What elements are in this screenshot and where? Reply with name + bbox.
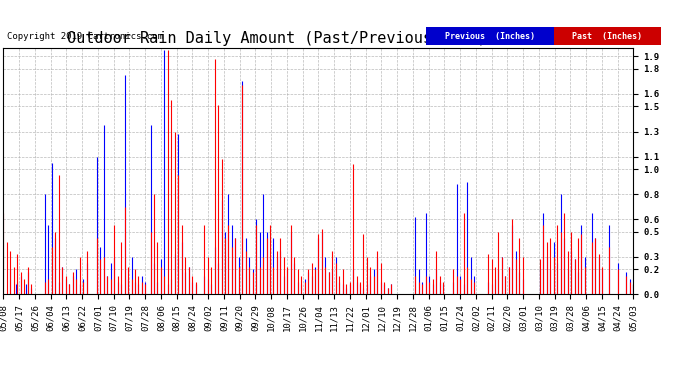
Title: Outdoor Rain Daily Amount (Past/Previous Year) 20190508: Outdoor Rain Daily Amount (Past/Previous… <box>68 32 569 46</box>
Text: Copyright 2019 Cartronics.com: Copyright 2019 Cartronics.com <box>7 32 163 41</box>
Text: Past  (Inches): Past (Inches) <box>572 32 642 41</box>
Text: Previous  (Inches): Previous (Inches) <box>445 32 535 41</box>
